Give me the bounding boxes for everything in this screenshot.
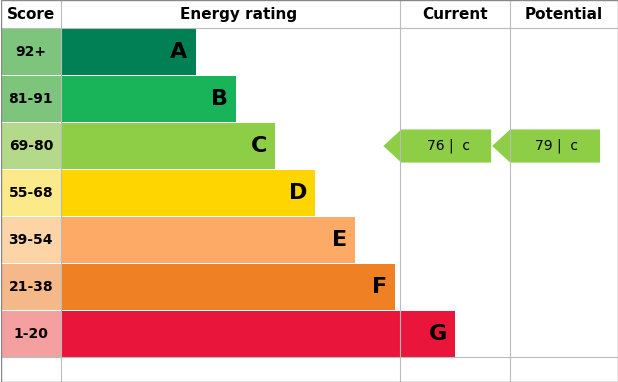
Bar xyxy=(61,217,355,263)
Text: 39-54: 39-54 xyxy=(9,233,53,247)
Polygon shape xyxy=(492,129,600,163)
Text: Potential: Potential xyxy=(525,6,603,21)
Text: E: E xyxy=(332,230,347,250)
Bar xyxy=(1,29,61,75)
Text: D: D xyxy=(289,183,307,203)
Bar xyxy=(1,76,61,122)
Text: A: A xyxy=(171,42,188,62)
Text: B: B xyxy=(211,89,227,109)
Text: 1-20: 1-20 xyxy=(14,327,48,341)
Text: 81-91: 81-91 xyxy=(9,92,53,106)
Bar xyxy=(1,170,61,216)
Text: 79 |  c: 79 | c xyxy=(535,139,578,153)
Text: F: F xyxy=(372,277,387,297)
Text: Current: Current xyxy=(423,6,488,21)
Bar xyxy=(61,123,276,169)
Text: G: G xyxy=(429,324,447,344)
Bar xyxy=(61,170,315,216)
Polygon shape xyxy=(383,129,491,163)
Text: Energy rating: Energy rating xyxy=(180,6,297,21)
Bar xyxy=(1,123,61,169)
Text: 21-38: 21-38 xyxy=(9,280,53,294)
Bar xyxy=(1,311,61,357)
Bar xyxy=(1,264,61,310)
Bar xyxy=(61,264,396,310)
Bar xyxy=(1,217,61,263)
Text: 76 |  c: 76 | c xyxy=(426,139,470,153)
Bar xyxy=(61,76,235,122)
Text: Score: Score xyxy=(7,6,55,21)
Text: C: C xyxy=(251,136,268,156)
Text: 92+: 92+ xyxy=(15,45,46,59)
Text: 55-68: 55-68 xyxy=(9,186,53,200)
Bar xyxy=(61,29,196,75)
Text: 69-80: 69-80 xyxy=(9,139,53,153)
Bar xyxy=(61,311,455,357)
